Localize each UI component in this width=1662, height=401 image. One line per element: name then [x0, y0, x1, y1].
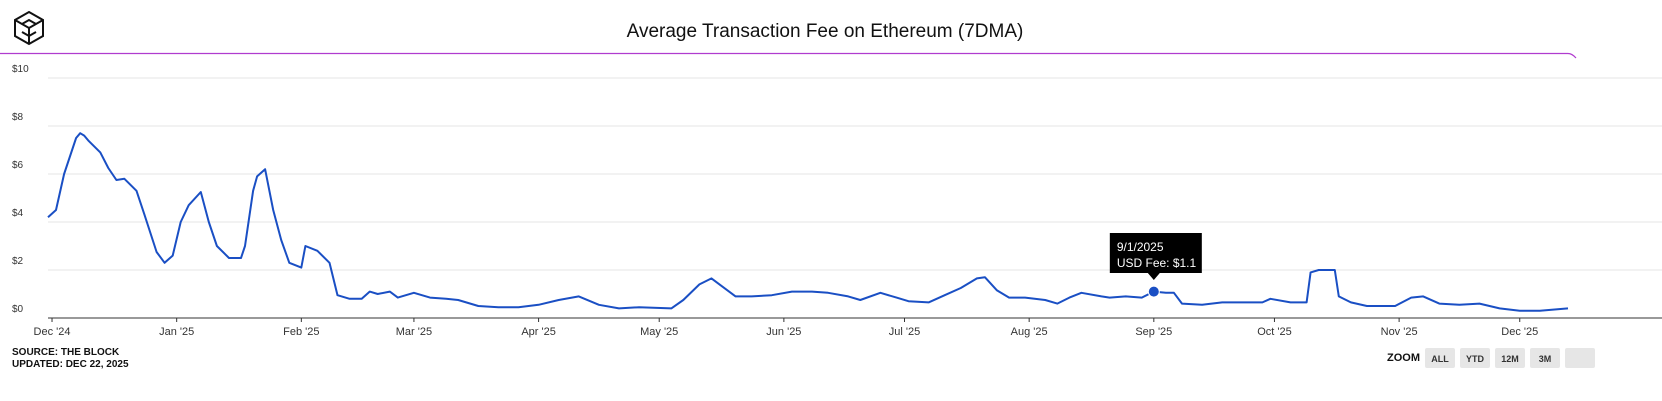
line-series: [47, 132, 1569, 312]
zoom-button[interactable]: [1460, 348, 1490, 368]
zoom-button[interactable]: [1425, 348, 1455, 368]
chart-title: Average Transaction Fee on Ethereum (7DM…: [627, 21, 1024, 42]
hover-point: [1147, 285, 1160, 298]
zoom-button-label[interactable]: 3M: [1539, 354, 1552, 364]
y-tick-label: $10: [12, 64, 29, 75]
x-tick-label: Dec '24: [34, 326, 71, 338]
x-tick-label: Aug '25: [1011, 326, 1048, 338]
x-tick-label: Jan '25: [159, 326, 194, 338]
logo: [14, 10, 44, 46]
zoom-button-label[interactable]: 12M: [1501, 354, 1519, 364]
y-tick-label: $2: [12, 256, 24, 267]
header-rule: [0, 52, 1577, 59]
y-tick-label: $8: [12, 112, 24, 123]
x-tick-label: Apr '25: [521, 326, 556, 338]
x-tick-label: Oct '25: [1257, 326, 1292, 338]
y-tick-label: $0: [12, 304, 24, 315]
x-tick-label: Mar '25: [396, 326, 432, 338]
zoom-button[interactable]: [1495, 348, 1525, 368]
x-tick-label: Jun '25: [766, 326, 801, 338]
zoom-button-label[interactable]: YTD: [1466, 354, 1485, 364]
x-tick-label: May '25: [640, 326, 678, 338]
x-tick-label: Sep '25: [1135, 326, 1172, 338]
zoom-button-clipped: [1565, 348, 1595, 368]
source: SOURCE: THE BLOCK: [12, 347, 120, 358]
y-tick-label: $4: [12, 208, 24, 219]
zoom-button-label[interactable]: ALL: [1431, 354, 1449, 364]
zoom-label: ZOOM: [1387, 352, 1420, 364]
tooltip-value: USD Fee: $1.1: [1117, 256, 1197, 270]
x-tick-label: Dec '25: [1501, 326, 1538, 338]
updated: UPDATED: DEC 22, 2025: [12, 359, 129, 370]
x-tick-label: Jul '25: [889, 326, 920, 338]
x-tick-label: Nov '25: [1381, 326, 1418, 338]
tooltip-date: 9/1/2025: [1117, 240, 1164, 254]
zoom-button[interactable]: [1530, 348, 1560, 368]
x-tick-label: Feb '25: [283, 326, 319, 338]
y-tick-label: $6: [12, 160, 24, 171]
tooltip-box: [1109, 233, 1202, 280]
